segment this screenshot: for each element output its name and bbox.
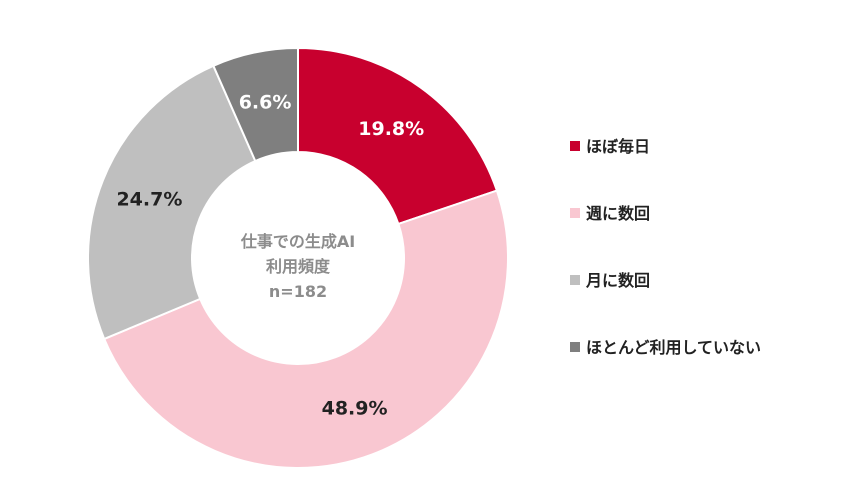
donut-slices: [87, 46, 509, 469]
slice-value-label-3: 24.7%: [116, 189, 182, 211]
slice-value-labels: 19.8% 48.9% 24.7% 6.6%: [116, 91, 424, 419]
legend-swatch-1: [570, 141, 580, 151]
legend-swatch-3: [570, 275, 580, 285]
donut-slice-3: [87, 64, 257, 341]
donut-slice-4: [212, 46, 299, 163]
center-label: 仕事での生成AI 利用頻度 n=182: [240, 232, 355, 301]
donut-slice-2: [102, 189, 509, 469]
center-label-line-1: 仕事での生成AI: [240, 232, 355, 251]
legend-label-1: ほぼ毎日: [586, 137, 650, 156]
slice-value-label-1: 19.8%: [358, 118, 424, 140]
legend-label-2: 週に数回: [586, 204, 650, 223]
legend-label-4: ほとんど利用していない: [586, 338, 761, 357]
slice-value-label-4: 6.6%: [239, 91, 292, 113]
legend-swatch-2: [570, 208, 580, 218]
legend-swatch-4: [570, 342, 580, 352]
slice-value-label-2: 48.9%: [322, 398, 388, 420]
center-label-line-2: 利用頻度: [266, 257, 331, 276]
center-label-line-3: n=182: [269, 282, 327, 301]
legend-label-3: 月に数回: [585, 271, 650, 290]
donut-slice-1: [297, 46, 499, 226]
